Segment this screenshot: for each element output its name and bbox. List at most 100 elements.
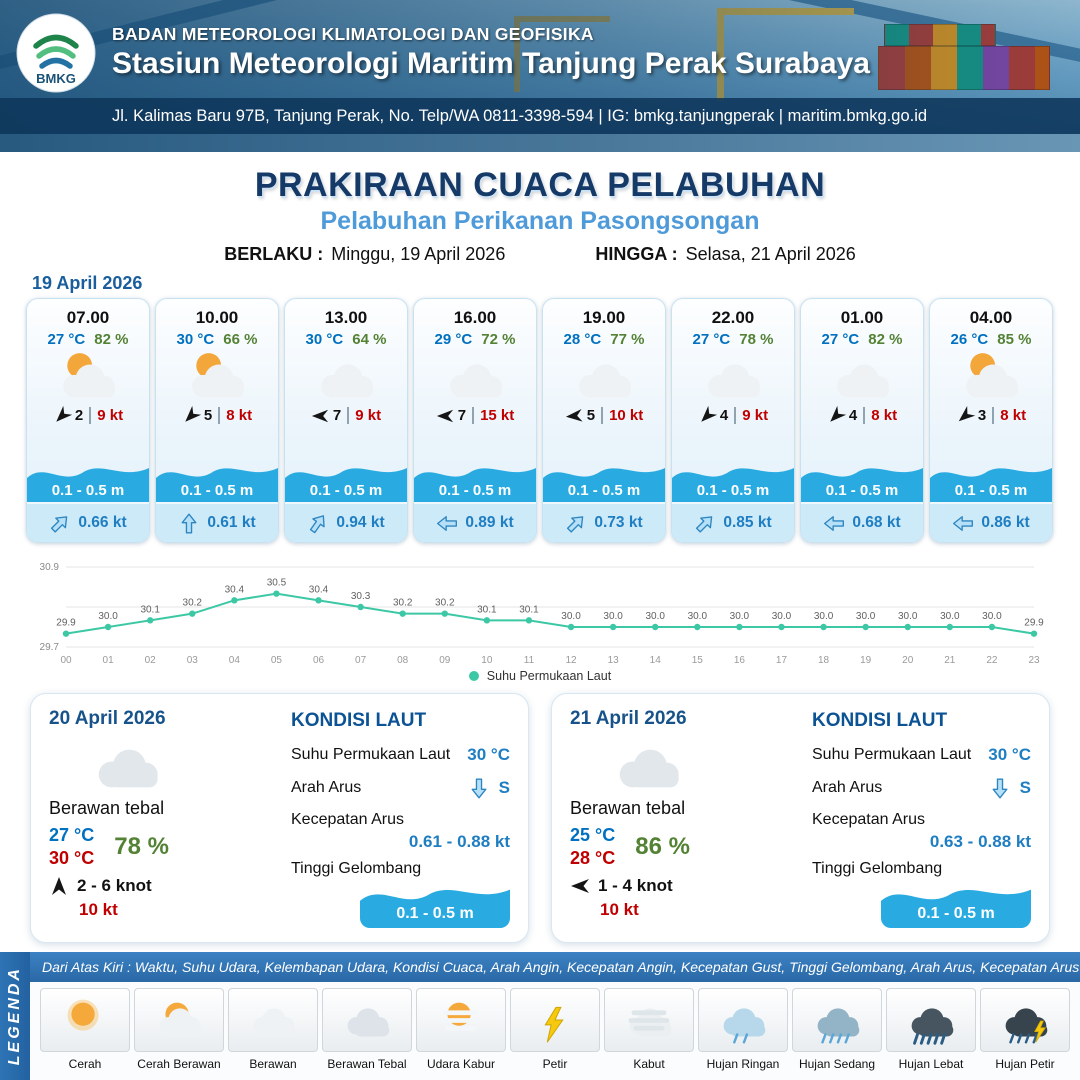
- wind-row: 4 8 kt: [827, 405, 897, 424]
- air-temperature: 30 °C: [176, 331, 215, 348]
- valid-until-label: HINGGA :: [595, 244, 678, 264]
- valid-until: HINGGA : Selasa, 21 April 2026: [595, 244, 855, 265]
- gust-speed: 9 kt: [347, 407, 381, 424]
- current-direction-icon: [952, 514, 974, 533]
- agency-name: BADAN METEOROLOGI KLIMATOLOGI DAN GEOFIS…: [112, 24, 594, 44]
- sst-value: 30 °C: [988, 745, 1031, 764]
- chart-legend-label: Suhu Permukaan Laut: [486, 669, 612, 683]
- wave-height: 0.1 - 0.5 m: [309, 482, 383, 499]
- daily-temps: 25 °C 28 °C 86 %: [570, 824, 802, 869]
- legend-weather-icon: [604, 988, 694, 1052]
- weather-icon: [45, 349, 131, 407]
- wind-direction-icon: [695, 403, 719, 427]
- temp-humidity-row: 27 °C 82 %: [822, 331, 903, 348]
- current-row: 0.85 kt: [672, 502, 794, 542]
- svg-text:30.4: 30.4: [309, 584, 329, 595]
- wave-height-value: 0.1 - 0.5 m: [396, 905, 474, 922]
- legend-item: Petir: [510, 988, 600, 1071]
- svg-text:01: 01: [103, 655, 115, 666]
- svg-text:30.1: 30.1: [477, 604, 497, 615]
- hourly-forecast-card: 04.00 26 °C 85 %: [929, 298, 1053, 543]
- svg-text:10: 10: [481, 655, 493, 666]
- valid-until-value: Selasa, 21 April 2026: [685, 244, 856, 264]
- sea-current-direction-icon: [469, 777, 488, 799]
- air-temperature: 26 °C: [950, 331, 989, 348]
- sea-conditions-title: KONDISI LAUT: [812, 710, 948, 731]
- legend-item: Hujan Petir: [980, 988, 1070, 1071]
- daily-humidity: 86 %: [635, 832, 690, 860]
- wave-height-label: Tinggi Gelombang: [812, 860, 943, 877]
- current-row: 0.89 kt: [414, 502, 536, 542]
- current-direction-row: Arah Arus S: [291, 778, 510, 798]
- svg-text:30.0: 30.0: [98, 611, 118, 622]
- wind-row: 7 9 kt: [311, 407, 381, 424]
- current-row: 0.94 kt: [285, 502, 407, 542]
- wind-direction-icon: [564, 407, 583, 425]
- wave-height-box: 0.1 - 0.5 m: [881, 876, 1031, 928]
- time-label: 22.00: [711, 308, 755, 327]
- svg-text:29.7: 29.7: [40, 642, 60, 653]
- wave-height-band: 0.1 - 0.5 m: [156, 456, 278, 502]
- current-speed-label: Kecepatan Arus: [291, 811, 404, 828]
- current-speed: 0.86 kt: [981, 514, 1030, 531]
- hourly-forecast-card: 01.00 27 °C 82 %: [800, 298, 924, 543]
- current-direction-value: S: [1019, 778, 1031, 797]
- gust-speed: 8 kt: [863, 407, 897, 424]
- daily-wind-direction-icon: [50, 876, 68, 896]
- sst-label: Suhu Permukaan Laut: [812, 746, 972, 763]
- legend-weather-icon: [40, 988, 130, 1052]
- wind-direction-icon: [50, 403, 74, 427]
- legend-title: LEGENDA: [6, 966, 23, 1066]
- daily-date: 20 April 2026: [49, 708, 166, 729]
- hourly-forecast-card: 10.00 30 °C 66 %: [155, 298, 279, 543]
- current-speed: 0.61 kt: [207, 514, 256, 531]
- wave-height-label: Tinggi Gelombang: [291, 860, 422, 877]
- daily-weather-summary: 21 April 2026 Berawan tebal: [570, 708, 802, 928]
- sst-label: Suhu Permukaan Laut: [291, 746, 451, 763]
- wave-height-band: 0.1 - 0.5 m: [285, 456, 407, 502]
- wave-height-box: 0.1 - 0.5 m: [360, 876, 510, 928]
- current-direction-label: Arah Arus: [812, 779, 883, 796]
- time-label: 01.00: [840, 308, 884, 327]
- svg-text:30.0: 30.0: [688, 611, 708, 622]
- sea-surface-temperature-chart: 30.9 29.7 29.9 00 30.0 01 30.1 02 30.2 03 30.4 04 30…: [40, 562, 1045, 666]
- wind-speed: 4: [848, 407, 858, 424]
- weather-icon: [948, 349, 1034, 407]
- wind-speed: 2: [74, 407, 84, 424]
- sst-row: Suhu Permukaan Laut 30 °C: [291, 745, 510, 765]
- sst-chart-section: 30.9 29.7 29.9 00 30.0 01 30.1 02 30.2 03 30.4 04 30…: [30, 551, 1050, 683]
- humidity: 85 %: [997, 331, 1032, 348]
- humidity: 66 %: [223, 331, 258, 348]
- air-temperature: 29 °C: [434, 331, 473, 348]
- hourly-forecast-card: 16.00 29 °C 72 %: [413, 298, 537, 543]
- legend-weather-icon: [416, 988, 506, 1052]
- legend-item-label: Cerah Berawan: [137, 1057, 221, 1071]
- time-label: 13.00: [324, 308, 368, 327]
- hourly-forecast-row: 07.00 27 °C 82 %: [26, 298, 1054, 543]
- current-direction-value: S: [498, 778, 510, 797]
- legend-item-label: Berawan: [249, 1057, 297, 1071]
- wave-height: 0.1 - 0.5 m: [51, 482, 125, 499]
- current-row: 0.61 kt: [156, 502, 278, 542]
- wave-height-band: 0.1 - 0.5 m: [543, 456, 665, 502]
- current-direction-icon: [436, 514, 458, 533]
- legend-description-bar: Dari Atas Kiri : Waktu, Suhu Udara, Kele…: [30, 952, 1080, 982]
- wind-direction-icon: [179, 403, 203, 427]
- container-stack-decoration: [878, 46, 1050, 90]
- svg-text:30.0: 30.0: [898, 611, 918, 622]
- legend-weather-icon: [698, 988, 788, 1052]
- wind-speed: 7: [457, 407, 467, 424]
- temp-humidity-row: 27 °C 82 %: [48, 331, 129, 348]
- daily-temp-min: 27 °C: [49, 825, 95, 845]
- wind-row: 2 9 kt: [53, 405, 123, 424]
- temp-humidity-row: 27 °C 78 %: [693, 331, 774, 348]
- current-speed: 0.94 kt: [336, 514, 385, 531]
- svg-text:30.9: 30.9: [40, 562, 60, 573]
- svg-text:04: 04: [229, 655, 241, 666]
- wind-speed: 5: [203, 407, 213, 424]
- svg-text:15: 15: [692, 655, 704, 666]
- wave-height: 0.1 - 0.5 m: [696, 482, 770, 499]
- daily-temp-max: 28 °C: [570, 847, 616, 868]
- svg-text:02: 02: [145, 655, 157, 666]
- weather-icon: [432, 349, 518, 407]
